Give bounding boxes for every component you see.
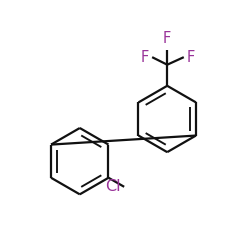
Text: F: F — [163, 31, 171, 46]
Text: Cl: Cl — [106, 179, 121, 194]
Text: F: F — [141, 50, 149, 65]
Text: F: F — [187, 50, 195, 65]
